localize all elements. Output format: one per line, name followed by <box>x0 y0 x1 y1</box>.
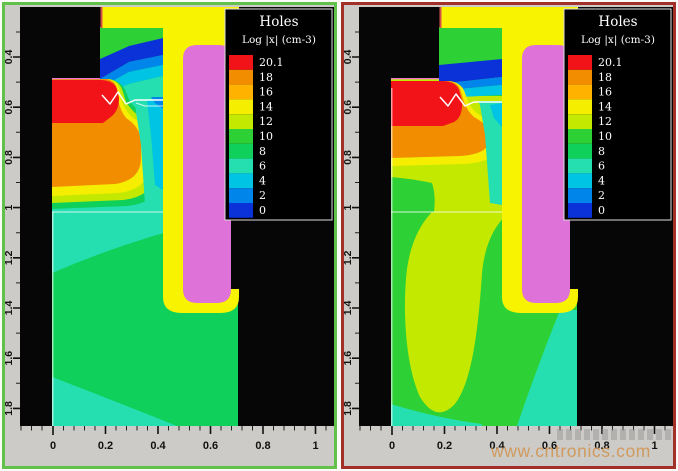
svg-text:0: 0 <box>50 440 56 452</box>
svg-text:1.2: 1.2 <box>5 250 15 265</box>
legend-values: 20.1 18 16 14 12 10 8 6 4 2 0 <box>259 56 284 217</box>
svg-text:1: 1 <box>344 205 354 211</box>
poly-gate <box>522 45 570 303</box>
svg-text:12: 12 <box>259 115 273 128</box>
legend: Holes Log |x| (cm-3) 20.1 <box>224 8 333 221</box>
right-panel: Holes Log |x| (cm-3) 20.1 <box>341 2 676 469</box>
trench-gate-stack <box>100 7 239 313</box>
svg-text:0.4: 0.4 <box>150 440 166 452</box>
top-oxide-bar <box>102 7 163 28</box>
svg-text:1: 1 <box>312 440 318 452</box>
left-panel: Holes Log |x| (cm-3) 20.1 <box>2 2 337 469</box>
legend-colorbar <box>568 55 592 218</box>
depletion-band-dark <box>439 59 502 84</box>
depletion-band-dark <box>100 38 163 79</box>
svg-text:1.2: 1.2 <box>344 250 354 265</box>
top-oxide-bar <box>441 7 502 28</box>
svg-text:0.4: 0.4 <box>344 50 354 65</box>
svg-text:0.4: 0.4 <box>5 50 15 65</box>
y-axis: 0.4 0.6 0.8 1 1.2 1.4 1.6 1.8 <box>344 31 359 416</box>
left-plot: Holes Log |x| (cm-3) 20.1 <box>5 5 334 466</box>
svg-text:0.8: 0.8 <box>344 150 354 165</box>
junction-contour-top <box>101 91 163 105</box>
svg-text:8: 8 <box>259 145 266 158</box>
svg-text:0: 0 <box>389 440 395 452</box>
svg-text:2: 2 <box>259 189 266 202</box>
svg-text:16: 16 <box>259 86 273 99</box>
legend-subtitle: Log |x| (cm-3) <box>581 34 655 47</box>
svg-text:4: 4 <box>598 174 605 187</box>
svg-text:1: 1 <box>5 205 15 211</box>
watermark-url: www.cntronics.com <box>491 441 651 461</box>
poly-gate <box>183 45 231 303</box>
svg-text:18: 18 <box>598 71 612 84</box>
svg-text:6: 6 <box>259 160 266 173</box>
svg-text:1.4: 1.4 <box>5 301 15 316</box>
svg-text:16: 16 <box>598 86 612 99</box>
svg-text:14: 14 <box>598 100 612 113</box>
svg-text:0: 0 <box>259 204 266 217</box>
legend-title: Holes <box>259 14 298 30</box>
svg-text:20.1: 20.1 <box>259 56 284 69</box>
svg-text:1: 1 <box>651 440 657 452</box>
svg-text:0.8: 0.8 <box>5 150 15 165</box>
y-axis: 0.4 0.6 0.8 1 1.2 1.4 1.6 1.8 <box>5 31 20 416</box>
svg-text:0.2: 0.2 <box>437 440 452 452</box>
legend-subtitle: Log |x| (cm-3) <box>242 34 316 47</box>
svg-text:8: 8 <box>598 145 605 158</box>
svg-text:0.8: 0.8 <box>594 440 609 452</box>
svg-text:0.8: 0.8 <box>255 440 270 452</box>
svg-text:6: 6 <box>598 160 605 173</box>
legend-title: Holes <box>598 14 637 30</box>
svg-text:1.4: 1.4 <box>344 301 354 316</box>
svg-text:0.2: 0.2 <box>98 440 113 452</box>
x-axis: 0 0.2 0.4 0.6 0.8 1 <box>359 426 666 452</box>
svg-text:0.6: 0.6 <box>344 100 354 115</box>
svg-text:0.4: 0.4 <box>489 440 505 452</box>
right-plot: Holes Log |x| (cm-3) 20.1 <box>344 5 673 466</box>
legend: Holes Log |x| (cm-3) 20.1 <box>563 8 672 221</box>
junction-contour-top <box>439 93 502 107</box>
drift-ygreen-plume <box>404 212 510 413</box>
svg-text:0.6: 0.6 <box>5 100 15 115</box>
p-plus-region <box>52 80 119 123</box>
svg-text:10: 10 <box>259 130 273 143</box>
svg-text:20.1: 20.1 <box>598 56 623 69</box>
svg-text:0: 0 <box>598 204 605 217</box>
svg-text:1.6: 1.6 <box>344 351 354 366</box>
p-plus-region <box>391 81 463 126</box>
svg-text:2: 2 <box>598 189 605 202</box>
svg-text:14: 14 <box>259 100 273 113</box>
watermark-logo <box>557 429 671 440</box>
svg-text:1.8: 1.8 <box>344 401 354 416</box>
svg-text:0.6: 0.6 <box>203 440 218 452</box>
x-axis: 0 0.2 0.4 0.6 0.8 1 <box>20 426 327 452</box>
svg-text:10: 10 <box>598 130 612 143</box>
svg-text:18: 18 <box>259 71 273 84</box>
svg-text:1.8: 1.8 <box>5 401 15 416</box>
legend-values: 20.1 18 16 14 12 10 8 6 4 2 0 <box>598 56 623 217</box>
depletion-band-mid <box>100 55 163 88</box>
svg-text:0.6: 0.6 <box>542 440 557 452</box>
svg-text:4: 4 <box>259 174 266 187</box>
svg-text:1.6: 1.6 <box>5 351 15 366</box>
legend-colorbar <box>229 55 253 218</box>
svg-text:12: 12 <box>598 115 612 128</box>
